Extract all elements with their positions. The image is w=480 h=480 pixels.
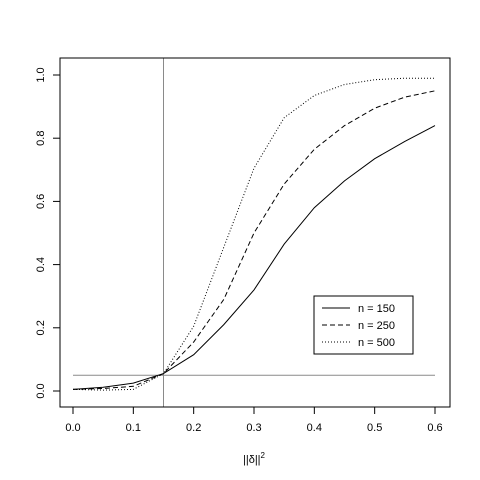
series-line-2 xyxy=(72,90,436,390)
y-tick-label: 0.4 xyxy=(35,257,47,272)
legend-box xyxy=(313,295,414,355)
x-axis-label-text: ||δ|| xyxy=(243,454,261,466)
y-tick-label: 1.0 xyxy=(35,67,47,82)
reference-lines xyxy=(73,58,435,407)
legend-label-3: n = 500 xyxy=(358,337,395,349)
legend-label-1: n = 150 xyxy=(358,303,395,315)
x-axis-label-superscript: 2 xyxy=(261,451,266,460)
y-tick-label: 0.6 xyxy=(35,194,47,209)
x-axis-label: ||δ||2 xyxy=(243,451,266,466)
x-axis: 0.0 0.1 0.2 0.3 0.4 0.5 0.6 xyxy=(65,406,443,434)
x-tick-label: 0.4 xyxy=(307,422,322,434)
y-tick-label: 0.8 xyxy=(35,131,47,146)
series-line-1 xyxy=(72,125,436,390)
x-tick-label: 0.5 xyxy=(367,422,382,434)
x-tick-label: 0.3 xyxy=(246,422,261,434)
legend-label-2: n = 250 xyxy=(358,320,395,332)
legend: n = 150 n = 250 n = 500 xyxy=(313,295,414,355)
y-axis: 0.0 0.2 0.4 0.6 0.8 1.0 xyxy=(35,67,61,399)
y-tick-label: 0.0 xyxy=(35,383,47,398)
x-tick-label: 0.1 xyxy=(126,422,141,434)
x-tick-label: 0.2 xyxy=(186,422,201,434)
x-tick-label: 0.6 xyxy=(427,422,442,434)
x-tick-label: 0.0 xyxy=(65,422,80,434)
y-tick-label: 0.2 xyxy=(35,320,47,335)
series-line-3 xyxy=(72,77,435,391)
series-layer xyxy=(72,77,436,391)
